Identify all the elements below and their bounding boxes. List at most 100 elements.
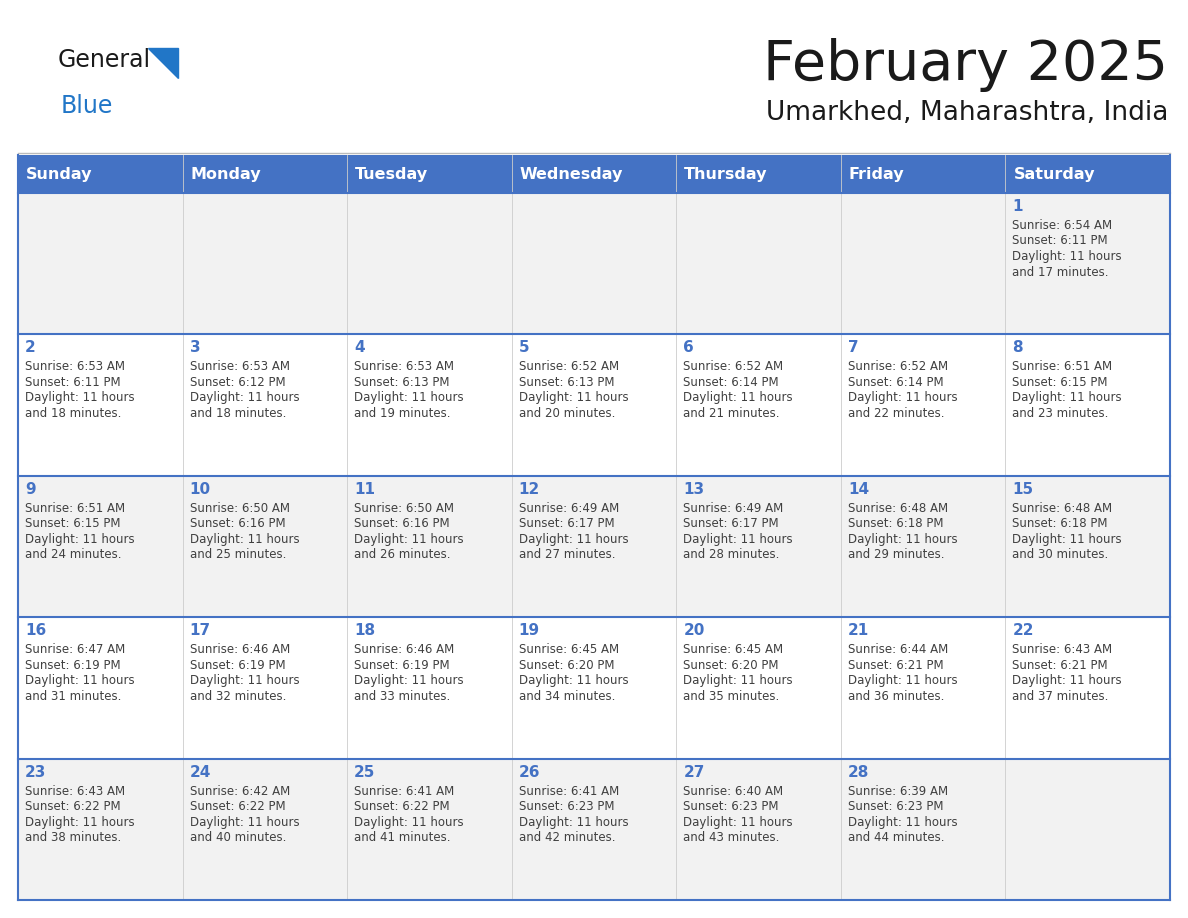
Text: 28: 28 — [848, 765, 870, 779]
Text: Daylight: 11 hours: Daylight: 11 hours — [354, 674, 463, 688]
Text: Sunset: 6:21 PM: Sunset: 6:21 PM — [848, 659, 943, 672]
Text: Daylight: 11 hours: Daylight: 11 hours — [190, 532, 299, 546]
Text: Sunrise: 6:53 AM: Sunrise: 6:53 AM — [25, 361, 125, 374]
Text: Sunset: 6:19 PM: Sunset: 6:19 PM — [25, 659, 121, 672]
Text: and 37 minutes.: and 37 minutes. — [1012, 689, 1108, 702]
Text: 1: 1 — [1012, 199, 1023, 214]
Text: Daylight: 11 hours: Daylight: 11 hours — [848, 815, 958, 829]
Text: Daylight: 11 hours: Daylight: 11 hours — [519, 532, 628, 546]
Text: and 26 minutes.: and 26 minutes. — [354, 548, 450, 561]
Text: Sunset: 6:20 PM: Sunset: 6:20 PM — [519, 659, 614, 672]
Text: 8: 8 — [1012, 341, 1023, 355]
Text: 19: 19 — [519, 623, 539, 638]
Text: Sunrise: 6:43 AM: Sunrise: 6:43 AM — [1012, 644, 1112, 656]
Text: Sunset: 6:17 PM: Sunset: 6:17 PM — [683, 518, 779, 531]
Text: Sunrise: 6:53 AM: Sunrise: 6:53 AM — [190, 361, 290, 374]
Text: and 42 minutes.: and 42 minutes. — [519, 831, 615, 844]
Text: and 38 minutes.: and 38 minutes. — [25, 831, 121, 844]
Text: Sunrise: 6:51 AM: Sunrise: 6:51 AM — [25, 502, 125, 515]
Bar — [18, 334, 1170, 476]
Text: 16: 16 — [25, 623, 46, 638]
Text: and 17 minutes.: and 17 minutes. — [1012, 265, 1108, 278]
Text: Daylight: 11 hours: Daylight: 11 hours — [190, 815, 299, 829]
Text: Sunset: 6:20 PM: Sunset: 6:20 PM — [683, 659, 779, 672]
Text: Sunrise: 6:52 AM: Sunrise: 6:52 AM — [848, 361, 948, 374]
Bar — [18, 758, 1170, 900]
Text: Daylight: 11 hours: Daylight: 11 hours — [1012, 674, 1121, 688]
Text: Daylight: 11 hours: Daylight: 11 hours — [519, 391, 628, 405]
Text: 23: 23 — [25, 765, 46, 779]
Text: Sunset: 6:16 PM: Sunset: 6:16 PM — [190, 518, 285, 531]
Text: Sunset: 6:23 PM: Sunset: 6:23 PM — [683, 800, 779, 813]
Text: Sunset: 6:14 PM: Sunset: 6:14 PM — [683, 375, 779, 389]
Text: and 36 minutes.: and 36 minutes. — [848, 689, 944, 702]
Text: Sunrise: 6:48 AM: Sunrise: 6:48 AM — [1012, 502, 1112, 515]
Text: Monday: Monday — [190, 166, 261, 182]
Text: 26: 26 — [519, 765, 541, 779]
Text: Sunset: 6:23 PM: Sunset: 6:23 PM — [848, 800, 943, 813]
Text: Sunrise: 6:48 AM: Sunrise: 6:48 AM — [848, 502, 948, 515]
Text: Sunrise: 6:45 AM: Sunrise: 6:45 AM — [683, 644, 783, 656]
Text: Daylight: 11 hours: Daylight: 11 hours — [25, 532, 134, 546]
Polygon shape — [148, 48, 178, 78]
Text: Sunrise: 6:50 AM: Sunrise: 6:50 AM — [190, 502, 290, 515]
Text: Sunrise: 6:40 AM: Sunrise: 6:40 AM — [683, 785, 783, 798]
Text: Blue: Blue — [61, 94, 113, 118]
Text: Wednesday: Wednesday — [519, 166, 623, 182]
Text: and 40 minutes.: and 40 minutes. — [190, 831, 286, 844]
Text: Sunrise: 6:53 AM: Sunrise: 6:53 AM — [354, 361, 454, 374]
Text: Sunset: 6:11 PM: Sunset: 6:11 PM — [25, 375, 121, 389]
Text: Daylight: 11 hours: Daylight: 11 hours — [848, 674, 958, 688]
Text: Daylight: 11 hours: Daylight: 11 hours — [1012, 391, 1121, 405]
Text: Sunset: 6:18 PM: Sunset: 6:18 PM — [1012, 518, 1108, 531]
Text: and 20 minutes.: and 20 minutes. — [519, 407, 615, 420]
Text: and 24 minutes.: and 24 minutes. — [25, 548, 121, 561]
Text: Sunday: Sunday — [26, 166, 93, 182]
Text: Sunset: 6:19 PM: Sunset: 6:19 PM — [354, 659, 450, 672]
Text: Sunrise: 6:49 AM: Sunrise: 6:49 AM — [519, 502, 619, 515]
Text: 13: 13 — [683, 482, 704, 497]
Text: Daylight: 11 hours: Daylight: 11 hours — [354, 815, 463, 829]
Text: 14: 14 — [848, 482, 868, 497]
Text: and 21 minutes.: and 21 minutes. — [683, 407, 779, 420]
Text: Daylight: 11 hours: Daylight: 11 hours — [1012, 532, 1121, 546]
Text: and 18 minutes.: and 18 minutes. — [190, 407, 286, 420]
Text: 17: 17 — [190, 623, 210, 638]
Text: Sunrise: 6:46 AM: Sunrise: 6:46 AM — [354, 644, 454, 656]
Text: 15: 15 — [1012, 482, 1034, 497]
Text: Sunset: 6:22 PM: Sunset: 6:22 PM — [25, 800, 121, 813]
Text: Sunrise: 6:43 AM: Sunrise: 6:43 AM — [25, 785, 125, 798]
Text: 9: 9 — [25, 482, 36, 497]
Text: Sunset: 6:11 PM: Sunset: 6:11 PM — [1012, 234, 1108, 248]
Text: General: General — [58, 48, 151, 72]
Text: Daylight: 11 hours: Daylight: 11 hours — [25, 815, 134, 829]
Text: Sunrise: 6:51 AM: Sunrise: 6:51 AM — [1012, 361, 1112, 374]
Text: Sunset: 6:19 PM: Sunset: 6:19 PM — [190, 659, 285, 672]
Text: February 2025: February 2025 — [763, 38, 1168, 92]
Text: Sunset: 6:12 PM: Sunset: 6:12 PM — [190, 375, 285, 389]
Text: Daylight: 11 hours: Daylight: 11 hours — [683, 532, 792, 546]
Text: Sunrise: 6:42 AM: Sunrise: 6:42 AM — [190, 785, 290, 798]
Text: Sunset: 6:15 PM: Sunset: 6:15 PM — [1012, 375, 1108, 389]
Text: and 27 minutes.: and 27 minutes. — [519, 548, 615, 561]
Bar — [18, 617, 1170, 758]
Text: 24: 24 — [190, 765, 211, 779]
Text: and 35 minutes.: and 35 minutes. — [683, 689, 779, 702]
Text: 7: 7 — [848, 341, 859, 355]
Text: Sunset: 6:14 PM: Sunset: 6:14 PM — [848, 375, 943, 389]
Text: Daylight: 11 hours: Daylight: 11 hours — [519, 815, 628, 829]
Text: 21: 21 — [848, 623, 870, 638]
Text: Sunset: 6:21 PM: Sunset: 6:21 PM — [1012, 659, 1108, 672]
Text: Sunset: 6:18 PM: Sunset: 6:18 PM — [848, 518, 943, 531]
Text: 27: 27 — [683, 765, 704, 779]
Text: Sunrise: 6:39 AM: Sunrise: 6:39 AM — [848, 785, 948, 798]
Text: Sunset: 6:13 PM: Sunset: 6:13 PM — [354, 375, 449, 389]
Text: 5: 5 — [519, 341, 530, 355]
Text: Daylight: 11 hours: Daylight: 11 hours — [354, 391, 463, 405]
Text: 18: 18 — [354, 623, 375, 638]
Text: and 32 minutes.: and 32 minutes. — [190, 689, 286, 702]
Bar — [18, 155, 1170, 193]
Text: and 22 minutes.: and 22 minutes. — [848, 407, 944, 420]
Text: Daylight: 11 hours: Daylight: 11 hours — [683, 391, 792, 405]
Text: Sunset: 6:23 PM: Sunset: 6:23 PM — [519, 800, 614, 813]
